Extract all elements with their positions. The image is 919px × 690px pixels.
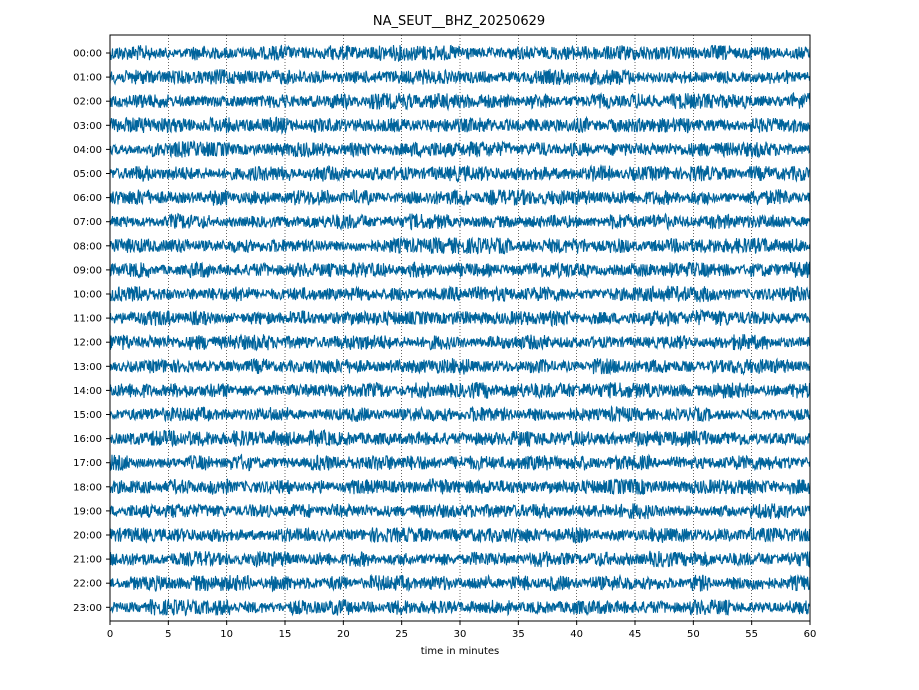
y-tick-label: 15:00 [73, 410, 102, 421]
seismogram-trace-0700 [109, 212, 811, 231]
y-tick-label: 01:00 [73, 73, 102, 84]
seismogram-trace-1000 [109, 285, 811, 303]
x-tick-label: 35 [512, 629, 525, 640]
y-tick-label: 07:00 [73, 217, 102, 228]
y-tick-label: 06:00 [73, 193, 102, 204]
seismogram-trace-1800 [109, 478, 811, 495]
x-tick-label: 50 [687, 629, 700, 640]
seismogram-trace-0800 [109, 236, 811, 255]
y-tick-label: 08:00 [73, 241, 102, 252]
x-tick-label: 5 [165, 629, 171, 640]
x-tick-label: 45 [629, 629, 642, 640]
seismogram-trace-0400 [109, 139, 811, 159]
chart-title: NA_SEUT__BHZ_20250629 [373, 14, 545, 29]
x-tick-label: 15 [279, 629, 292, 640]
y-tick-label: 11:00 [73, 314, 102, 325]
seismogram-trace-1200 [109, 333, 811, 352]
y-axis: 00:00 01:00 02:00 03:00 04:00 05:00 06:00 07:00… [73, 49, 110, 614]
x-tick-label: 40 [570, 629, 583, 640]
x-tick-label: 60 [804, 629, 817, 640]
y-tick-label: 19:00 [73, 506, 102, 517]
x-tick-label: 20 [337, 629, 350, 640]
y-tick-label: 14:00 [73, 386, 102, 397]
seismogram-trace-1600 [109, 428, 811, 448]
x-tick-label: 30 [454, 629, 467, 640]
y-tick-label: 04:00 [73, 145, 102, 156]
x-tick-label: 10 [220, 629, 233, 640]
y-tick-label: 12:00 [73, 338, 102, 349]
seismogram-trace-2000 [109, 526, 811, 545]
x-axis-label: time in minutes [421, 646, 500, 657]
seismogram-trace-1700 [109, 453, 811, 472]
x-tick-label: 0 [107, 629, 113, 640]
seismogram-trace-0000 [109, 44, 811, 63]
x-tick-label: 55 [745, 629, 758, 640]
y-tick-label: 23:00 [73, 603, 102, 614]
traces [109, 44, 811, 617]
seismogram-trace-1300 [109, 357, 811, 376]
y-tick-label: 22:00 [73, 579, 102, 590]
y-tick-label: 21:00 [73, 555, 102, 566]
seismogram-trace-1900 [109, 502, 811, 520]
y-tick-label: 03:00 [73, 121, 102, 132]
y-tick-label: 05:00 [73, 169, 102, 180]
y-tick-label: 17:00 [73, 458, 102, 469]
y-tick-label: 09:00 [73, 265, 102, 276]
y-tick-label: 00:00 [73, 49, 102, 60]
seismogram-trace-1100 [109, 308, 811, 328]
x-axis: 0 5 10 15 20 25 30 35 40 45 50 55 60 [107, 621, 817, 640]
y-tick-label: 18:00 [73, 482, 102, 493]
seismogram-trace-0100 [109, 68, 811, 87]
y-tick-label: 16:00 [73, 434, 102, 445]
seismogram-trace-2300 [109, 598, 811, 617]
y-tick-label: 02:00 [73, 97, 102, 108]
seismogram-trace-0900 [109, 261, 811, 280]
seismogram-trace-0200 [109, 91, 811, 112]
seismogram-trace-2200 [109, 573, 811, 593]
seismogram-trace-0600 [109, 188, 811, 206]
seismogram-trace-2100 [109, 550, 811, 568]
y-tick-label: 10:00 [73, 290, 102, 301]
seismogram-trace-1500 [109, 404, 811, 423]
seismogram-trace-0300 [109, 115, 811, 135]
y-tick-label: 20:00 [73, 531, 102, 542]
x-tick-label: 25 [395, 629, 408, 640]
y-tick-label: 13:00 [73, 362, 102, 373]
seismogram-trace-1400 [109, 381, 811, 400]
seismogram-trace-0500 [109, 164, 811, 184]
